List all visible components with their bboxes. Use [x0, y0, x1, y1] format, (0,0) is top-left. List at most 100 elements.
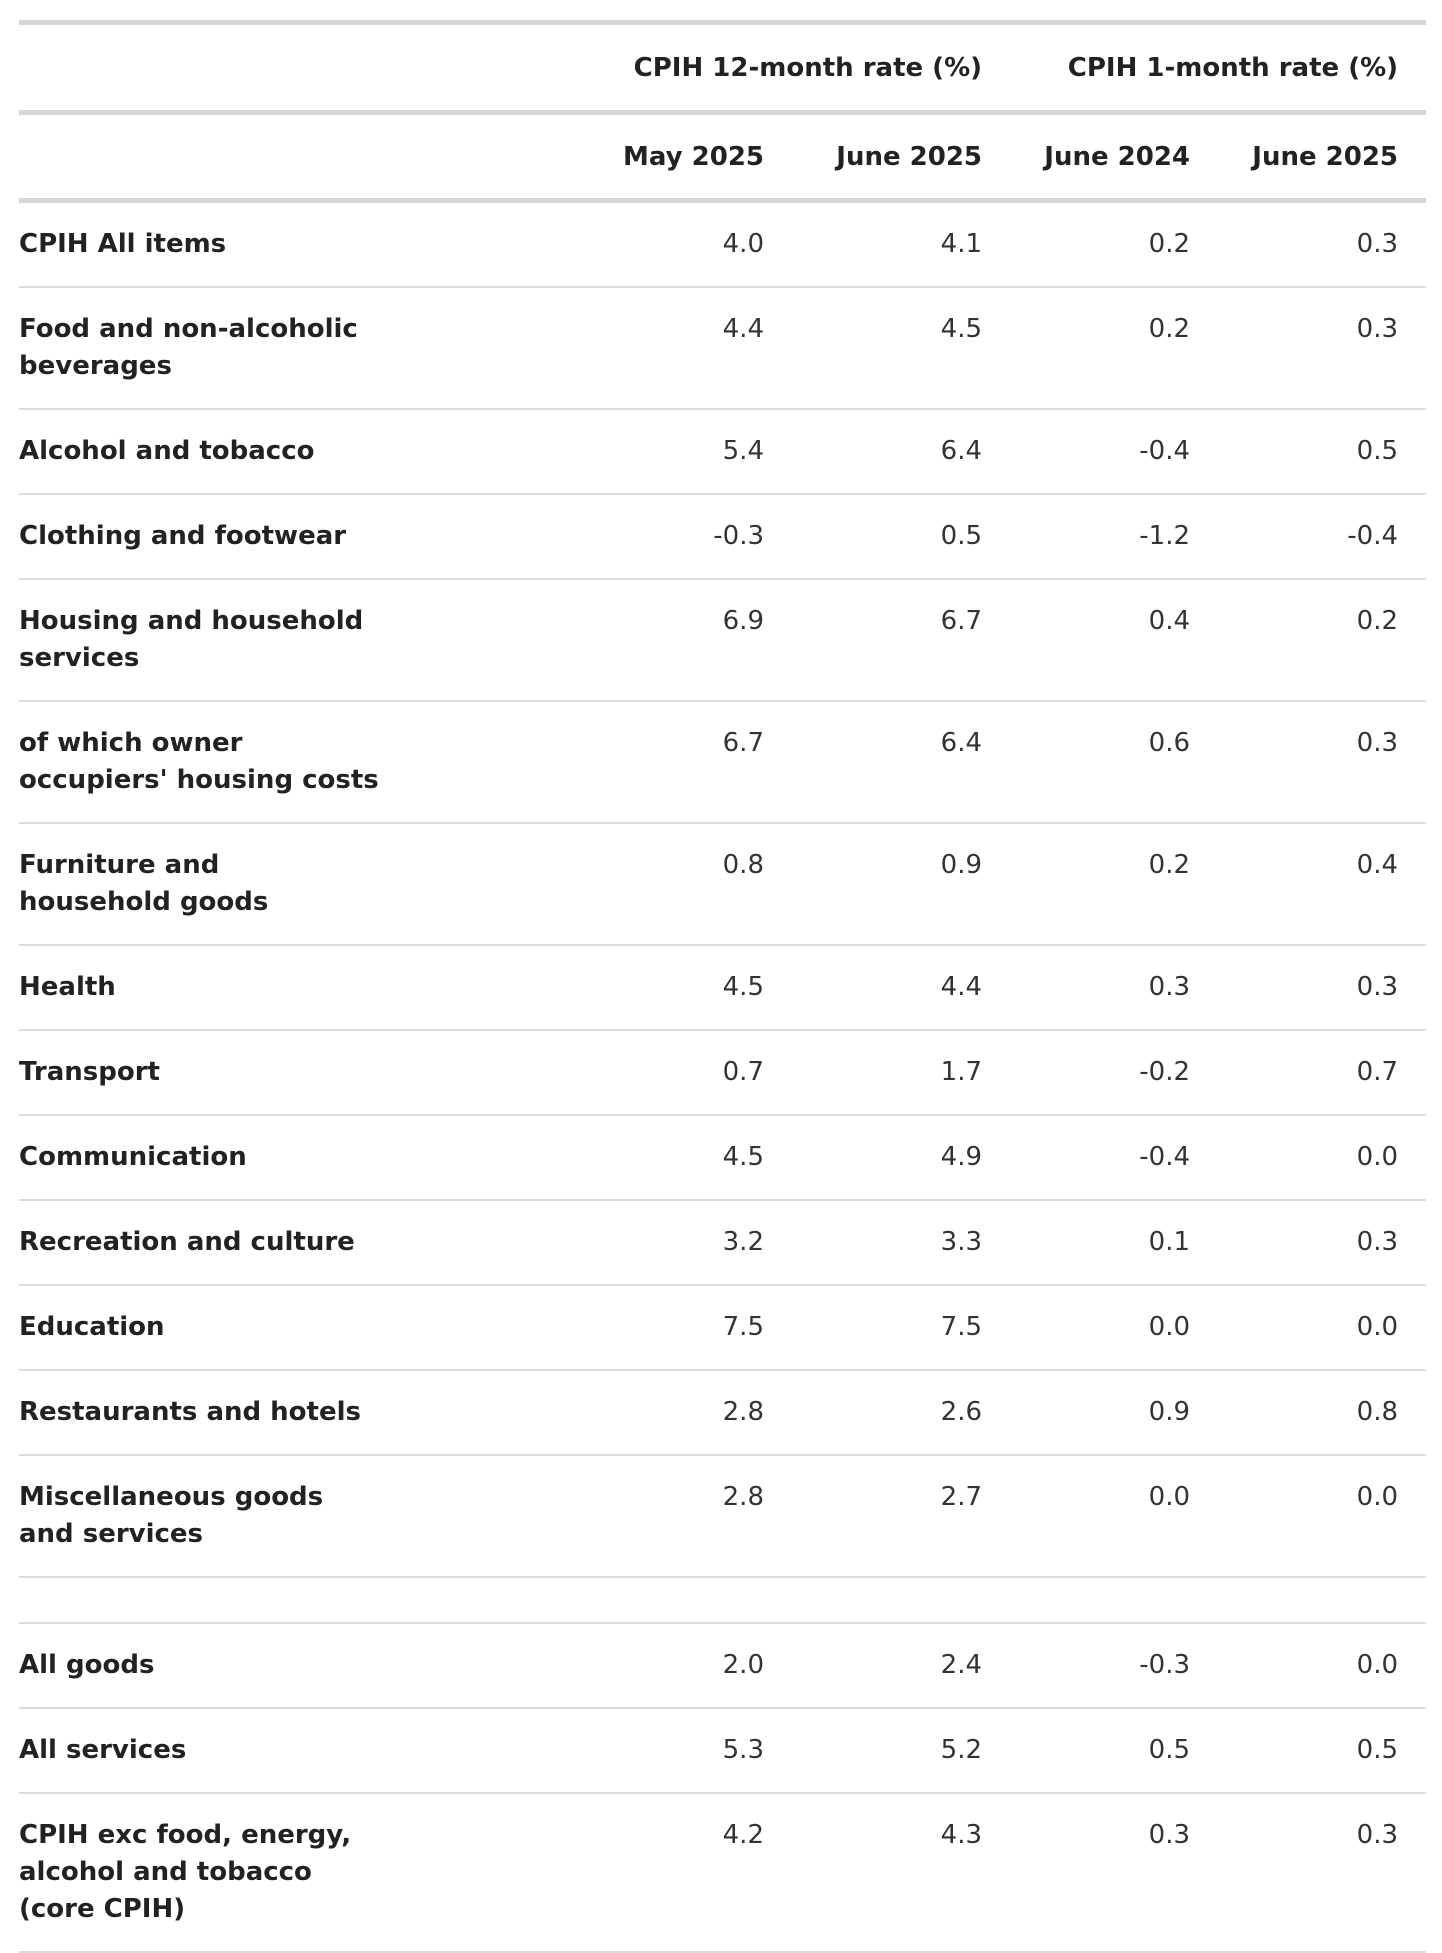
rate-value-cell: 6.7 [574, 701, 792, 824]
row-label-cell: All goods [19, 1623, 574, 1709]
row-label-cell: CPIH All items [19, 200, 574, 288]
table-row: Communication 4.5 4.9 -0.4 0.0 [19, 1115, 1427, 1201]
rate-value-cell: 0.3 [1010, 945, 1219, 1031]
row-label: Health [19, 972, 116, 1002]
rate-value-cell: 0.8 [1218, 1370, 1427, 1456]
rate-value-cell: 0.5 [1218, 409, 1427, 495]
rate-value-cell: 0.3 [1218, 1793, 1427, 1953]
rate-value-cell: 3.3 [792, 1200, 1011, 1286]
rate-value-cell: 2.8 [574, 1455, 792, 1578]
rate-value-cell: -0.3 [574, 494, 792, 580]
row-label: Housing and household services [19, 606, 364, 673]
table-spacer-row [19, 1577, 1427, 1624]
cpih-table-container: CPIH 12-month rate (%) CPIH 1-month rate… [19, 20, 1427, 1953]
row-label: CPIH All items [19, 229, 227, 259]
row-label-cell: Food and non-alcoholic beverages [19, 287, 574, 410]
rate-value-cell: 7.5 [792, 1285, 1011, 1371]
rate-value-cell: 6.4 [792, 409, 1011, 495]
row-label-cell: CPIH exc food, energy, alcohol and tobac… [19, 1793, 574, 1953]
row-label: Food and non-alcoholic beverages [19, 314, 358, 381]
header-june-2025-1m: June 2025 [1218, 110, 1427, 203]
rate-value-cell: 6.7 [792, 579, 1011, 702]
rate-value-cell: 0.0 [1010, 1455, 1219, 1578]
row-label-cell: Communication [19, 1115, 574, 1201]
header-group-1-month: CPIH 1-month rate (%) [1010, 20, 1427, 113]
table-row: Clothing and footwear -0.3 0.5 -1.2 -0.4 [19, 494, 1427, 580]
row-label: Communication [19, 1142, 247, 1172]
rate-value-cell: 0.2 [1218, 579, 1427, 702]
rate-value-cell: 5.4 [574, 409, 792, 495]
rate-value-cell: 0.3 [1218, 701, 1427, 824]
row-label: All services [19, 1735, 187, 1765]
row-label-cell: Clothing and footwear [19, 494, 574, 580]
rate-value-cell: 2.7 [792, 1455, 1011, 1578]
rate-value-cell: 4.0 [574, 200, 792, 288]
rate-value-cell: 0.3 [1218, 200, 1427, 288]
rate-value-cell: 4.4 [792, 945, 1011, 1031]
row-label-cell: Health [19, 945, 574, 1031]
table-row: Transport 0.7 1.7 -0.2 0.7 [19, 1030, 1427, 1116]
row-label: Clothing and footwear [19, 521, 347, 551]
row-label-cell: Recreation and culture [19, 1200, 574, 1286]
rate-value-cell: 4.1 [792, 200, 1011, 288]
rate-value-cell: -0.4 [1218, 494, 1427, 580]
table-row: All services 5.3 5.2 0.5 0.5 [19, 1708, 1427, 1794]
row-label-cell: Alcohol and tobacco [19, 409, 574, 495]
rate-value-cell: 3.2 [574, 1200, 792, 1286]
rate-value-cell: 4.4 [574, 287, 792, 410]
rate-value-cell: 0.1 [1010, 1200, 1219, 1286]
rate-value-cell: 4.9 [792, 1115, 1011, 1201]
row-label: Recreation and culture [19, 1227, 355, 1257]
row-label-cell: Restaurants and hotels [19, 1370, 574, 1456]
rate-value-cell: 6.4 [792, 701, 1011, 824]
rate-value-cell: 0.0 [1218, 1115, 1427, 1201]
row-label: Restaurants and hotels [19, 1397, 361, 1427]
row-label: CPIH exc food, energy, alcohol and tobac… [19, 1820, 352, 1924]
rate-value-cell: 2.0 [574, 1623, 792, 1709]
header-may-2025: May 2025 [574, 110, 792, 203]
header-june-2024: June 2024 [1010, 110, 1219, 203]
rate-value-cell: 0.7 [1218, 1030, 1427, 1116]
table-row: All goods 2.0 2.4 -0.3 0.0 [19, 1623, 1427, 1709]
rate-value-cell: 0.0 [1218, 1455, 1427, 1578]
row-label-cell: All services [19, 1708, 574, 1794]
spacer-cell [19, 1577, 1427, 1624]
rate-value-cell: -0.4 [1010, 1115, 1219, 1201]
row-label-cell: Miscellaneous goods and services [19, 1455, 574, 1578]
table-row: CPIH All items 4.0 4.1 0.2 0.3 [19, 200, 1427, 288]
table-row: CPIH exc food, energy, alcohol and tobac… [19, 1793, 1427, 1953]
rate-value-cell: 0.2 [1010, 287, 1219, 410]
row-label: Alcohol and tobacco [19, 436, 315, 466]
row-label-cell: Transport [19, 1030, 574, 1116]
header-group-12-month: CPIH 12-month rate (%) [574, 20, 1011, 113]
header-june-2025-12m: June 2025 [792, 110, 1011, 203]
row-label: Furniture and household goods [19, 850, 269, 917]
row-label-cell: Housing and household services [19, 579, 574, 702]
table-row: Furniture and household goods 0.8 0.9 0.2 0.… [19, 823, 1427, 946]
header-blank [19, 20, 574, 113]
table-row: Alcohol and tobacco 5.4 6.4 -0.4 0.5 [19, 409, 1427, 495]
rate-value-cell: 0.4 [1218, 823, 1427, 946]
rate-value-cell: 2.6 [792, 1370, 1011, 1456]
rate-value-cell: 2.4 [792, 1623, 1011, 1709]
rate-value-cell: 7.5 [574, 1285, 792, 1371]
rate-value-cell: 0.8 [574, 823, 792, 946]
rate-value-cell: 0.5 [792, 494, 1011, 580]
table-row: Housing and household services 6.9 6.7 0.4 0… [19, 579, 1427, 702]
rate-value-cell: 0.5 [1218, 1708, 1427, 1794]
cpih-rates-table: CPIH 12-month rate (%) CPIH 1-month rate… [19, 20, 1427, 1953]
rate-value-cell: 0.3 [1010, 1793, 1219, 1953]
row-label-cell: Furniture and household goods [19, 823, 574, 946]
table-row: Recreation and culture 3.2 3.3 0.1 0.3 [19, 1200, 1427, 1286]
rate-value-cell: 0.9 [1010, 1370, 1219, 1456]
header-period-row: May 2025 June 2025 June 2024 June 2025 [19, 110, 1427, 203]
table-row: of which owner occupiers' housing costs 6… [19, 701, 1427, 824]
rate-value-cell: -0.3 [1010, 1623, 1219, 1709]
table-row: Food and non-alcoholic beverages 4.4 4.5 0.… [19, 287, 1427, 410]
rate-value-cell: 0.9 [792, 823, 1011, 946]
table-body: CPIH All items 4.0 4.1 0.2 0.3 Food and non-a… [19, 200, 1427, 1953]
row-label: Transport [19, 1057, 160, 1087]
rate-value-cell: 4.5 [574, 1115, 792, 1201]
header-blank [19, 110, 574, 203]
table-row: Health 4.5 4.4 0.3 0.3 [19, 945, 1427, 1031]
